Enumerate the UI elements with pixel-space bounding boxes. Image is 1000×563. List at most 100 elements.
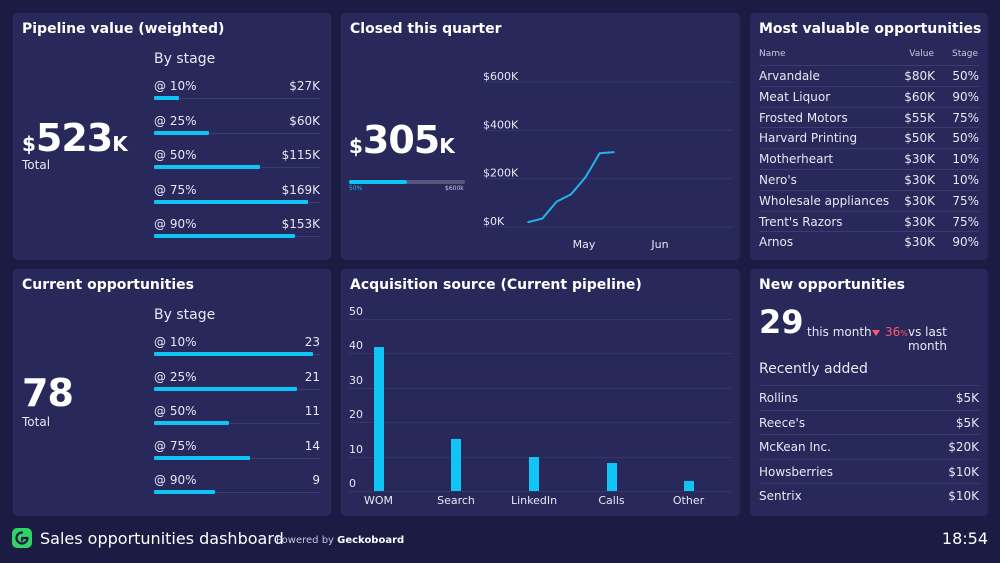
panel-title: Most valuable opportunities — [759, 21, 982, 37]
stage-bar-track — [154, 423, 320, 424]
stage-bar-fill — [154, 455, 251, 460]
table-row: Nero's $30K 10% — [759, 169, 979, 190]
stage-row: @ 90% $153K — [154, 217, 320, 251]
x-tick-label: May — [573, 238, 596, 251]
stage-row: @ 25% 21 — [154, 370, 320, 404]
panel-title: Pipeline value (weighted) — [22, 21, 225, 37]
opportunity-stage: 90% — [952, 235, 979, 250]
stage-label: @ 10% — [154, 79, 197, 93]
opportunity-stage: 75% — [952, 193, 979, 208]
delta-value: 36% — [885, 325, 908, 339]
valuable-opportunities-panel: Most valuable opportunities Name Value S… — [750, 13, 988, 260]
gridline — [349, 422, 732, 424]
data-point — [527, 221, 529, 223]
stage-value: 14 — [304, 438, 320, 453]
stage-row: @ 75% $169K — [154, 183, 320, 217]
stage-label: @ 75% — [154, 438, 197, 453]
stage-row: @ 50% $115K — [154, 148, 320, 182]
data-point — [570, 193, 572, 196]
bar — [529, 456, 539, 491]
down-triangle-icon — [872, 330, 880, 336]
stage-bar-fill — [154, 199, 309, 204]
table-row: Meat Liquor $60K 90% — [759, 85, 979, 107]
opportunity-value: $30K — [904, 235, 935, 250]
opportunity-stage: 10% — [952, 173, 979, 187]
stage-bar-fill — [154, 96, 179, 100]
stage-row: @ 90% 9 — [154, 473, 320, 507]
stage-label: @ 25% — [154, 369, 197, 384]
recent-value: $10K — [948, 464, 979, 479]
y-tick-label: $600K — [483, 70, 519, 83]
stage-label: @ 50% — [154, 404, 197, 418]
stage-row: @ 25% $60K — [154, 114, 320, 148]
y-tick-label: $0K — [483, 215, 505, 228]
y-tick-label: 0 — [349, 477, 356, 490]
new-opportunities-count: 29 — [759, 303, 804, 341]
stage-label: @ 90% — [154, 473, 197, 487]
table-row: Arnos $30K 90% — [759, 231, 979, 252]
closed-line-chart: $600K $400K $200K $0K May Jun — [483, 70, 733, 251]
opportunity-value: $55K — [904, 110, 935, 125]
stage-bar-fill — [154, 490, 216, 494]
table-row: Trent's Razors $30K 75% — [759, 210, 979, 232]
data-point — [584, 176, 587, 179]
gridline — [349, 456, 732, 458]
opportunity-name: Motherheart — [759, 152, 834, 167]
stage-label: @ 75% — [154, 182, 197, 197]
list-item: Sentrix $10K — [759, 483, 979, 508]
list-item: Rollins $5K — [759, 385, 979, 410]
opportunity-value: $80K — [904, 69, 935, 83]
stage-row: @ 50% 11 — [154, 404, 320, 438]
total-label: Total — [22, 158, 51, 172]
data-point — [541, 217, 544, 220]
x-category-label: Search — [437, 494, 475, 507]
stage-label: @ 25% — [154, 113, 197, 128]
x-tick-label: Jun — [650, 238, 668, 251]
pipeline-total-value: $523K — [22, 116, 128, 160]
stage-value: $115K — [281, 148, 320, 162]
recent-value: $5K — [955, 391, 979, 405]
stage-row: @ 75% 14 — [154, 439, 320, 473]
delta-label: vs last month — [908, 325, 947, 353]
opportunity-name: Nero's — [759, 173, 797, 187]
list-item: Reece's $5K — [759, 409, 979, 435]
opportunity-name: Harvard Printing — [759, 131, 858, 146]
data-point — [555, 200, 558, 203]
gridline — [349, 491, 732, 492]
stage-value: 9 — [312, 473, 320, 487]
opportunity-value: $30K — [904, 173, 935, 187]
recent-name: Rollins — [759, 391, 798, 405]
stage-bar-fill — [154, 421, 229, 425]
data-point — [613, 151, 615, 153]
table-row: Motherheart $30K 10% — [759, 148, 979, 169]
bar — [451, 439, 461, 491]
bar — [373, 346, 384, 491]
new-opportunities-panel: New opportunities 29 this month 36% vs l… — [750, 269, 988, 516]
gridline — [349, 319, 732, 320]
closed-quarter-panel: Closed this quarter $305K 50% $600k $600… — [341, 13, 740, 260]
total-label: Total — [22, 415, 51, 429]
recent-value: $10K — [948, 489, 979, 503]
opportunity-value: $50K — [904, 131, 935, 146]
y-tick-label: 10 — [349, 442, 363, 456]
stage-value: 23 — [304, 335, 320, 349]
panel-title: Closed this quarter — [350, 21, 502, 37]
opportunity-value: $60K — [904, 89, 935, 104]
stage-value: $153K — [281, 217, 320, 231]
target-progress-track — [349, 180, 465, 184]
recent-value: $5K — [955, 415, 979, 430]
opportunity-name: Trent's Razors — [759, 214, 843, 229]
y-tick-label: 50 — [349, 305, 363, 318]
progress-end-label: $600k — [445, 185, 464, 192]
panel-title: Acquisition source (Current pipeline) — [350, 277, 642, 293]
table-row: Arvandale $80K 50% — [759, 65, 979, 86]
y-tick-label: $200K — [483, 167, 519, 180]
stage-label: @ 90% — [154, 217, 197, 231]
stage-label: @ 10% — [154, 335, 197, 349]
table-row: Harvard Printing $50K 50% — [759, 127, 979, 148]
recent-name: Reece's — [759, 415, 806, 430]
opportunity-stage: 50% — [952, 131, 979, 146]
y-tick-label: 30 — [349, 373, 363, 387]
opportunity-stage: 75% — [952, 214, 979, 229]
opportunity-name: Arnos — [759, 235, 794, 250]
